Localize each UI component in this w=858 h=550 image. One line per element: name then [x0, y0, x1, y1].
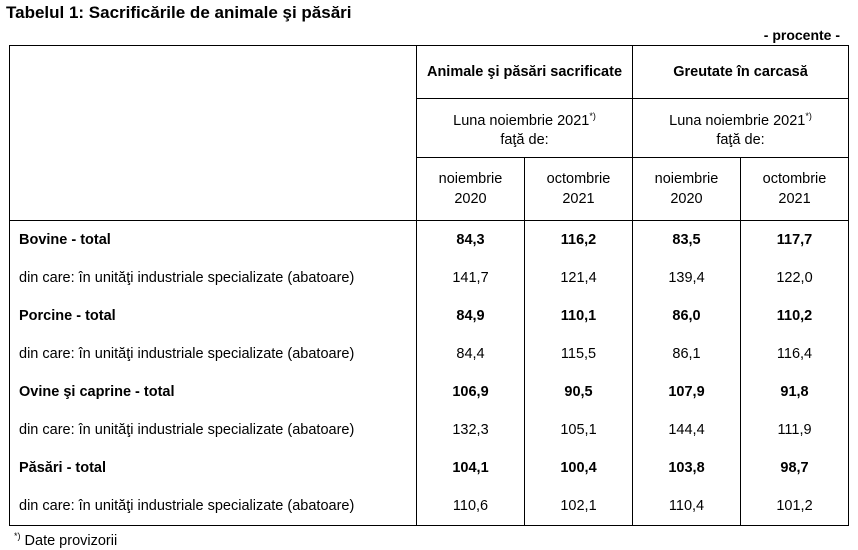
- row-value: 144,4: [632, 411, 741, 449]
- row-value: 110,2: [740, 297, 850, 335]
- row-label: Ovine şi caprine - total: [9, 373, 417, 411]
- row-value: 101,2: [740, 487, 850, 526]
- period-line2: faţă de:: [500, 132, 549, 149]
- row-value: 83,5: [632, 220, 741, 259]
- row-value: 122,0: [740, 259, 850, 297]
- row-value: 116,2: [524, 220, 633, 259]
- row-label: Păsări - total: [9, 449, 417, 487]
- row-value: 102,1: [524, 487, 633, 526]
- row-label: din care: în unităţi industriale special…: [9, 411, 417, 449]
- col-label-month: octombrie: [546, 171, 611, 187]
- unit-label: - procente -: [763, 27, 840, 43]
- row-value: 116,4: [740, 335, 850, 373]
- row-value: 84,9: [416, 297, 525, 335]
- header-col-nov2020-a: noiembrie 2020: [416, 157, 525, 221]
- table-row: Ovine şi caprine - total 106,9 90,5 107,9 91…: [9, 373, 850, 411]
- row-value: 86,1: [632, 335, 741, 373]
- row-label: Porcine - total: [9, 297, 417, 335]
- row-value: 110,4: [632, 487, 741, 526]
- row-value: 106,9: [416, 373, 525, 411]
- header-corner: [9, 45, 417, 221]
- row-value: 91,8: [740, 373, 850, 411]
- row-label: din care: în unităţi industriale special…: [9, 259, 417, 297]
- row-value: 100,4: [524, 449, 633, 487]
- period-sup: *): [805, 110, 812, 121]
- row-value: 117,7: [740, 220, 850, 259]
- footnote-mark: *): [14, 531, 21, 541]
- row-value: 110,1: [524, 297, 633, 335]
- row-value: 110,6: [416, 487, 525, 526]
- col-label-year: 2021: [778, 191, 811, 207]
- row-value: 139,4: [632, 259, 741, 297]
- table-row: din care: în unităţi industriale special…: [9, 411, 850, 449]
- row-value: 104,1: [416, 449, 525, 487]
- row-label: din care: în unităţi industriale special…: [9, 487, 417, 526]
- footnote: *) Date provizorii: [14, 531, 117, 549]
- col-label-month: noiembrie: [438, 171, 503, 187]
- footnote-text: Date provizorii: [20, 532, 118, 549]
- row-value: 98,7: [740, 449, 850, 487]
- row-value: 84,3: [416, 220, 525, 259]
- header-col-oct2021-b: octombrie 2021: [739, 157, 850, 221]
- row-value: 111,9: [740, 411, 850, 449]
- row-value: 141,7: [416, 259, 525, 297]
- col-label-month: noiembrie: [654, 171, 719, 187]
- col-label-year: 2020: [670, 191, 703, 207]
- table-body: Bovine - total 84,3 116,2 83,5 117,7 din care…: [9, 220, 850, 526]
- row-value: 103,8: [632, 449, 741, 487]
- table-row: Porcine - total 84,9 110,1 86,0 110,2: [9, 297, 850, 335]
- row-value: 105,1: [524, 411, 633, 449]
- row-value: 132,3: [416, 411, 525, 449]
- period-line2: faţă de:: [716, 132, 765, 149]
- table-row: din care: în unităţi industriale special…: [9, 487, 850, 526]
- row-value: 107,9: [632, 373, 741, 411]
- table-row: din care: în unităţi industriale special…: [9, 259, 850, 297]
- col-label-year: 2021: [562, 191, 595, 207]
- table-title: Tabelul 1: Sacrificările de animale şi p…: [6, 3, 352, 22]
- row-value: 121,4: [524, 259, 633, 297]
- table-row: din care: în unităţi industriale special…: [9, 335, 850, 373]
- row-label: Bovine - total: [9, 220, 417, 259]
- row-value: 86,0: [632, 297, 741, 335]
- table-row: Bovine - total 84,3 116,2 83,5 117,7: [9, 220, 850, 259]
- table-row: Păsări - total 104,1 100,4 103,8 98,7: [9, 449, 850, 487]
- header-period-carcass: Luna noiembrie 2021*) faţă de:: [631, 98, 850, 158]
- row-value: 115,5: [524, 335, 633, 373]
- header-group-carcass-weight: Greutate în carcasă: [631, 45, 850, 99]
- header-group-slaughtered: Animale şi păsări sacrificate: [416, 45, 633, 99]
- row-label: din care: în unităţi industriale special…: [9, 335, 417, 373]
- slaughter-table: Animale şi păsări sacrificate Greutate î…: [9, 45, 850, 526]
- col-label-year: 2020: [454, 191, 487, 207]
- row-value: 84,4: [416, 335, 525, 373]
- header-col-nov2020-b: noiembrie 2020: [632, 157, 741, 221]
- period-sup: *): [589, 110, 596, 121]
- header-period-slaughtered: Luna noiembrie 2021*) faţă de:: [416, 98, 633, 158]
- row-value: 90,5: [524, 373, 633, 411]
- period-line1: Luna noiembrie 2021: [669, 112, 806, 129]
- period-line1: Luna noiembrie 2021: [453, 112, 590, 129]
- header-col-oct2021-a: octombrie 2021: [524, 157, 633, 221]
- col-label-month: octombrie: [762, 171, 827, 187]
